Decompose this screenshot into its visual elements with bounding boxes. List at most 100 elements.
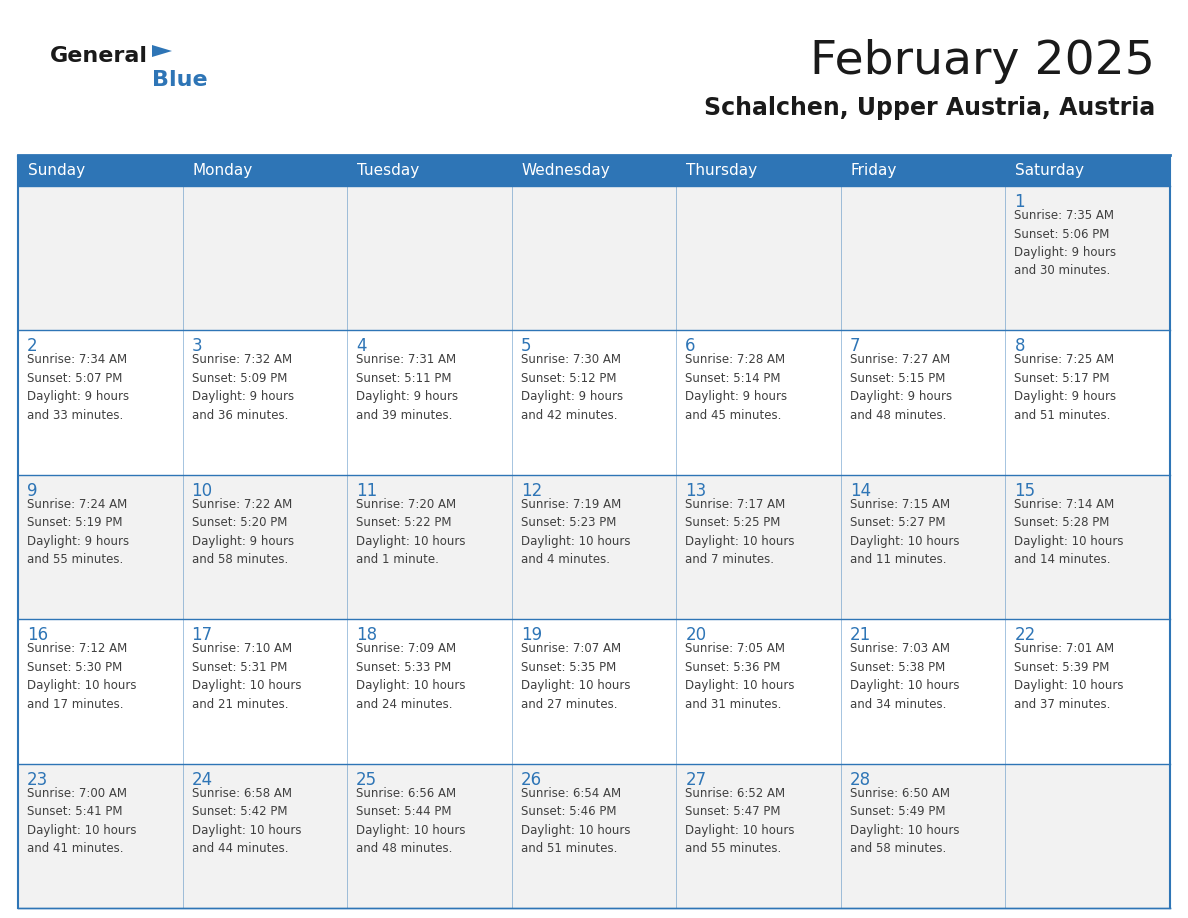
Bar (183, 330, 347, 475)
Text: Schalchen, Upper Austria, Austria: Schalchen, Upper Austria, Austria (703, 96, 1155, 120)
Bar (676, 620, 841, 764)
Bar (183, 475, 347, 620)
Text: 25: 25 (356, 770, 378, 789)
Bar (676, 764, 841, 908)
Text: Thursday: Thursday (687, 163, 758, 178)
Bar (183, 186, 347, 330)
Text: Sunrise: 7:32 AM
Sunset: 5:09 PM
Daylight: 9 hours
and 36 minutes.: Sunrise: 7:32 AM Sunset: 5:09 PM Dayligh… (191, 353, 293, 422)
Text: 5: 5 (520, 338, 531, 355)
Text: Sunrise: 7:17 AM
Sunset: 5:25 PM
Daylight: 10 hours
and 7 minutes.: Sunrise: 7:17 AM Sunset: 5:25 PM Dayligh… (685, 498, 795, 566)
Bar (347, 330, 512, 475)
Text: 17: 17 (191, 626, 213, 644)
Text: 27: 27 (685, 770, 707, 789)
Bar (841, 186, 1005, 330)
Text: 11: 11 (356, 482, 378, 499)
Text: Wednesday: Wednesday (522, 163, 611, 178)
Text: 12: 12 (520, 482, 542, 499)
Text: Sunrise: 7:30 AM
Sunset: 5:12 PM
Daylight: 9 hours
and 42 minutes.: Sunrise: 7:30 AM Sunset: 5:12 PM Dayligh… (520, 353, 623, 422)
Text: Sunrise: 7:22 AM
Sunset: 5:20 PM
Daylight: 9 hours
and 58 minutes.: Sunrise: 7:22 AM Sunset: 5:20 PM Dayligh… (191, 498, 293, 566)
Bar (347, 475, 512, 620)
Text: 19: 19 (520, 626, 542, 644)
Text: 6: 6 (685, 338, 696, 355)
Bar (18, 475, 183, 620)
Bar (676, 330, 841, 475)
Text: Sunrise: 7:14 AM
Sunset: 5:28 PM
Daylight: 10 hours
and 14 minutes.: Sunrise: 7:14 AM Sunset: 5:28 PM Dayligh… (1015, 498, 1124, 566)
Bar (18, 186, 183, 330)
Bar (841, 475, 1005, 620)
Bar (512, 475, 676, 620)
Text: 9: 9 (27, 482, 38, 499)
Bar (183, 764, 347, 908)
Text: Sunrise: 7:31 AM
Sunset: 5:11 PM
Daylight: 9 hours
and 39 minutes.: Sunrise: 7:31 AM Sunset: 5:11 PM Dayligh… (356, 353, 459, 422)
Bar (18, 156, 1170, 186)
Bar (183, 620, 347, 764)
Bar (347, 764, 512, 908)
Bar (841, 330, 1005, 475)
Text: Sunrise: 7:28 AM
Sunset: 5:14 PM
Daylight: 9 hours
and 45 minutes.: Sunrise: 7:28 AM Sunset: 5:14 PM Dayligh… (685, 353, 788, 422)
Text: Sunrise: 7:27 AM
Sunset: 5:15 PM
Daylight: 9 hours
and 48 minutes.: Sunrise: 7:27 AM Sunset: 5:15 PM Dayligh… (849, 353, 952, 422)
Text: Sunrise: 6:52 AM
Sunset: 5:47 PM
Daylight: 10 hours
and 55 minutes.: Sunrise: 6:52 AM Sunset: 5:47 PM Dayligh… (685, 787, 795, 855)
Text: Sunrise: 7:12 AM
Sunset: 5:30 PM
Daylight: 10 hours
and 17 minutes.: Sunrise: 7:12 AM Sunset: 5:30 PM Dayligh… (27, 643, 137, 711)
Bar (676, 475, 841, 620)
Text: Sunrise: 7:24 AM
Sunset: 5:19 PM
Daylight: 9 hours
and 55 minutes.: Sunrise: 7:24 AM Sunset: 5:19 PM Dayligh… (27, 498, 129, 566)
Bar (512, 620, 676, 764)
Text: 20: 20 (685, 626, 707, 644)
Text: Sunrise: 7:20 AM
Sunset: 5:22 PM
Daylight: 10 hours
and 1 minute.: Sunrise: 7:20 AM Sunset: 5:22 PM Dayligh… (356, 498, 466, 566)
Text: 18: 18 (356, 626, 378, 644)
Polygon shape (152, 45, 172, 57)
Bar (1005, 475, 1170, 620)
Text: 1: 1 (1015, 193, 1025, 211)
Text: Tuesday: Tuesday (358, 163, 419, 178)
Bar (1005, 330, 1170, 475)
Text: Sunrise: 7:10 AM
Sunset: 5:31 PM
Daylight: 10 hours
and 21 minutes.: Sunrise: 7:10 AM Sunset: 5:31 PM Dayligh… (191, 643, 301, 711)
Bar (841, 620, 1005, 764)
Text: 8: 8 (1015, 338, 1025, 355)
Bar (1005, 186, 1170, 330)
Text: 24: 24 (191, 770, 213, 789)
Text: Sunrise: 7:05 AM
Sunset: 5:36 PM
Daylight: 10 hours
and 31 minutes.: Sunrise: 7:05 AM Sunset: 5:36 PM Dayligh… (685, 643, 795, 711)
Bar (841, 764, 1005, 908)
Text: Sunrise: 6:50 AM
Sunset: 5:49 PM
Daylight: 10 hours
and 58 minutes.: Sunrise: 6:50 AM Sunset: 5:49 PM Dayligh… (849, 787, 960, 855)
Bar (18, 764, 183, 908)
Bar (512, 764, 676, 908)
Bar (1005, 764, 1170, 908)
Text: Sunrise: 7:03 AM
Sunset: 5:38 PM
Daylight: 10 hours
and 34 minutes.: Sunrise: 7:03 AM Sunset: 5:38 PM Dayligh… (849, 643, 960, 711)
Bar (18, 620, 183, 764)
Text: Sunrise: 7:35 AM
Sunset: 5:06 PM
Daylight: 9 hours
and 30 minutes.: Sunrise: 7:35 AM Sunset: 5:06 PM Dayligh… (1015, 209, 1117, 277)
Text: 22: 22 (1015, 626, 1036, 644)
Text: Sunrise: 7:25 AM
Sunset: 5:17 PM
Daylight: 9 hours
and 51 minutes.: Sunrise: 7:25 AM Sunset: 5:17 PM Dayligh… (1015, 353, 1117, 422)
Bar (347, 620, 512, 764)
Bar (512, 330, 676, 475)
Text: Monday: Monday (192, 163, 253, 178)
Text: Blue: Blue (152, 70, 208, 90)
Text: 16: 16 (27, 626, 49, 644)
Text: Saturday: Saturday (1016, 163, 1085, 178)
Text: 13: 13 (685, 482, 707, 499)
Bar (18, 330, 183, 475)
Text: General: General (50, 46, 148, 66)
Bar (1005, 620, 1170, 764)
Text: Sunrise: 7:19 AM
Sunset: 5:23 PM
Daylight: 10 hours
and 4 minutes.: Sunrise: 7:19 AM Sunset: 5:23 PM Dayligh… (520, 498, 630, 566)
Text: Sunrise: 6:56 AM
Sunset: 5:44 PM
Daylight: 10 hours
and 48 minutes.: Sunrise: 6:56 AM Sunset: 5:44 PM Dayligh… (356, 787, 466, 855)
Text: Sunrise: 7:01 AM
Sunset: 5:39 PM
Daylight: 10 hours
and 37 minutes.: Sunrise: 7:01 AM Sunset: 5:39 PM Dayligh… (1015, 643, 1124, 711)
Bar (347, 186, 512, 330)
Text: Sunrise: 6:58 AM
Sunset: 5:42 PM
Daylight: 10 hours
and 44 minutes.: Sunrise: 6:58 AM Sunset: 5:42 PM Dayligh… (191, 787, 301, 855)
Text: 14: 14 (849, 482, 871, 499)
Bar (512, 186, 676, 330)
Text: Sunrise: 7:34 AM
Sunset: 5:07 PM
Daylight: 9 hours
and 33 minutes.: Sunrise: 7:34 AM Sunset: 5:07 PM Dayligh… (27, 353, 129, 422)
Text: 15: 15 (1015, 482, 1036, 499)
Text: February 2025: February 2025 (810, 39, 1155, 84)
Text: Sunrise: 7:09 AM
Sunset: 5:33 PM
Daylight: 10 hours
and 24 minutes.: Sunrise: 7:09 AM Sunset: 5:33 PM Dayligh… (356, 643, 466, 711)
Text: Friday: Friday (851, 163, 897, 178)
Bar (676, 186, 841, 330)
Text: 26: 26 (520, 770, 542, 789)
Text: Sunrise: 7:15 AM
Sunset: 5:27 PM
Daylight: 10 hours
and 11 minutes.: Sunrise: 7:15 AM Sunset: 5:27 PM Dayligh… (849, 498, 960, 566)
Text: 10: 10 (191, 482, 213, 499)
Text: 7: 7 (849, 338, 860, 355)
Text: Sunrise: 7:00 AM
Sunset: 5:41 PM
Daylight: 10 hours
and 41 minutes.: Sunrise: 7:00 AM Sunset: 5:41 PM Dayligh… (27, 787, 137, 855)
Text: Sunrise: 7:07 AM
Sunset: 5:35 PM
Daylight: 10 hours
and 27 minutes.: Sunrise: 7:07 AM Sunset: 5:35 PM Dayligh… (520, 643, 630, 711)
Text: 28: 28 (849, 770, 871, 789)
Text: 21: 21 (849, 626, 871, 644)
Text: 23: 23 (27, 770, 49, 789)
Text: 4: 4 (356, 338, 367, 355)
